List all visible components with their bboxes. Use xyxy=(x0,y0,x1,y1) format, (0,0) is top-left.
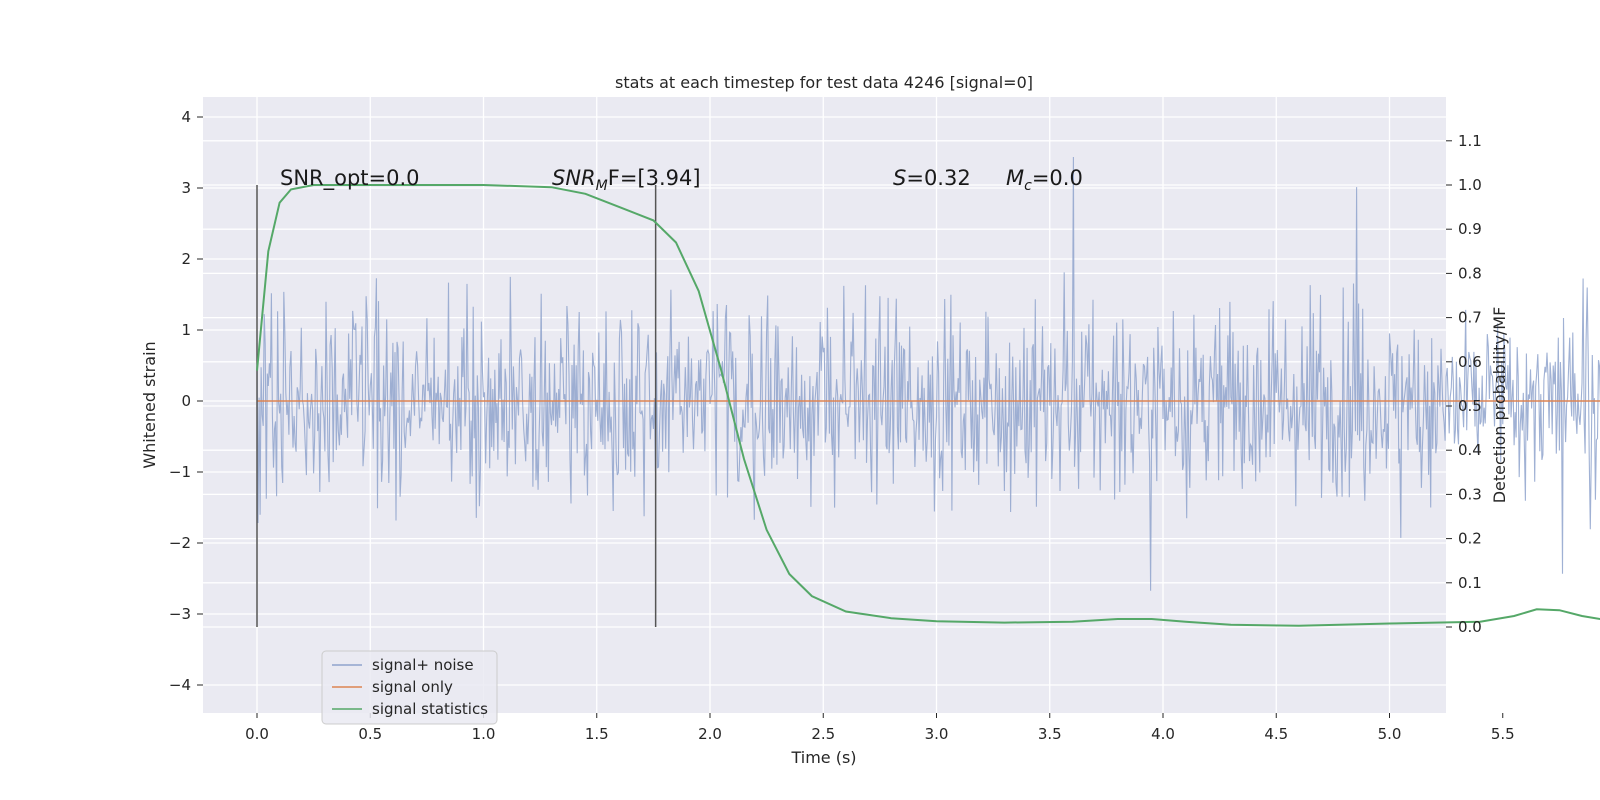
y-axis-ticks: 4 3 2 1 0 −1 −2 −3 −4 xyxy=(169,108,203,694)
y-tick-label: −2 xyxy=(169,534,191,552)
y2-tick-label: 0.4 xyxy=(1458,441,1482,459)
legend-label-signal-statistics: signal statistics xyxy=(372,700,488,718)
y-tick-label: −4 xyxy=(169,676,191,694)
y-tick-label: −3 xyxy=(169,605,191,623)
y2-tick-label: 0.1 xyxy=(1458,574,1482,592)
y2-tick-label: 0.2 xyxy=(1458,530,1482,548)
x-tick-label: 3.0 xyxy=(925,725,949,743)
legend-box xyxy=(321,650,498,725)
x-axis-ticks: 0.00.51.01.52.02.53.03.54.04.55.05.56.06… xyxy=(245,713,1515,743)
legend: signal+ noise signal only signal statist… xyxy=(321,650,498,725)
annotation-mc: Mc=0.0 xyxy=(1006,166,1083,194)
chart-title: stats at each timestep for test data 424… xyxy=(615,73,1033,92)
x-tick-label: 4.0 xyxy=(1151,725,1175,743)
y-tick-label: 2 xyxy=(181,250,191,268)
y2-tick-label: 0.3 xyxy=(1458,485,1482,503)
x-tick-label: 5.0 xyxy=(1378,725,1402,743)
x-tick-label: 4.5 xyxy=(1264,725,1288,743)
y-tick-label: 3 xyxy=(181,179,191,197)
y2-axis-ticks: 1.1 1.0 0.9 0.8 0.7 0.6 0.5 0.4 0.3 0.2 0.1 0.0 xyxy=(1446,132,1482,636)
vertical-markers xyxy=(256,185,657,627)
legend-label-signal-only: signal only xyxy=(372,678,453,696)
x-tick-label: 1.0 xyxy=(472,725,496,743)
y-tick-label: 1 xyxy=(181,321,191,339)
annotation-snr-opt: SNR_opt=0.0 xyxy=(280,166,420,191)
y-axis-label: Whitened strain xyxy=(140,341,159,468)
y-tick-label: −1 xyxy=(169,463,191,481)
x-tick-label: 1.5 xyxy=(585,725,609,743)
y-tick-label: 0 xyxy=(181,392,191,410)
y2-tick-label: 1.0 xyxy=(1458,176,1482,194)
x-tick-label: 0.0 xyxy=(245,725,269,743)
signal-statistics-line xyxy=(256,184,1600,627)
y2-tick-label: 0.9 xyxy=(1458,220,1482,238)
x-tick-label: 2.5 xyxy=(811,725,835,743)
y2-tick-label: 0.7 xyxy=(1458,309,1482,327)
y2-tick-label: 0.0 xyxy=(1458,618,1482,636)
annotation-s: S=0.32 xyxy=(893,166,971,190)
legend-label-signal-noise: signal+ noise xyxy=(372,656,474,674)
y2-tick-label: 0.5 xyxy=(1458,397,1482,415)
y2-tick-label: 0.6 xyxy=(1458,353,1482,371)
signal-noise-series xyxy=(256,156,1600,591)
y2-axis-label: Detection probability/MF xyxy=(1490,307,1509,504)
x-tick-label: 2.0 xyxy=(698,725,722,743)
x-tick-label: 3.5 xyxy=(1038,725,1062,743)
x-tick-label: 5.5 xyxy=(1491,725,1515,743)
y2-tick-label: 1.1 xyxy=(1458,132,1482,150)
noise-trace xyxy=(256,156,1600,591)
annotation-snr-mf: SNRMF=[3.94] xyxy=(552,166,701,194)
x-tick-label: 0.5 xyxy=(358,725,382,743)
x-axis-label: Time (s) xyxy=(790,748,856,767)
y-tick-label: 4 xyxy=(181,108,191,126)
y2-tick-label: 0.8 xyxy=(1458,264,1482,282)
annotations: SNR_opt=0.0 SNRMF=[3.94] S=0.32 Mc=0.0 xyxy=(280,166,1083,194)
